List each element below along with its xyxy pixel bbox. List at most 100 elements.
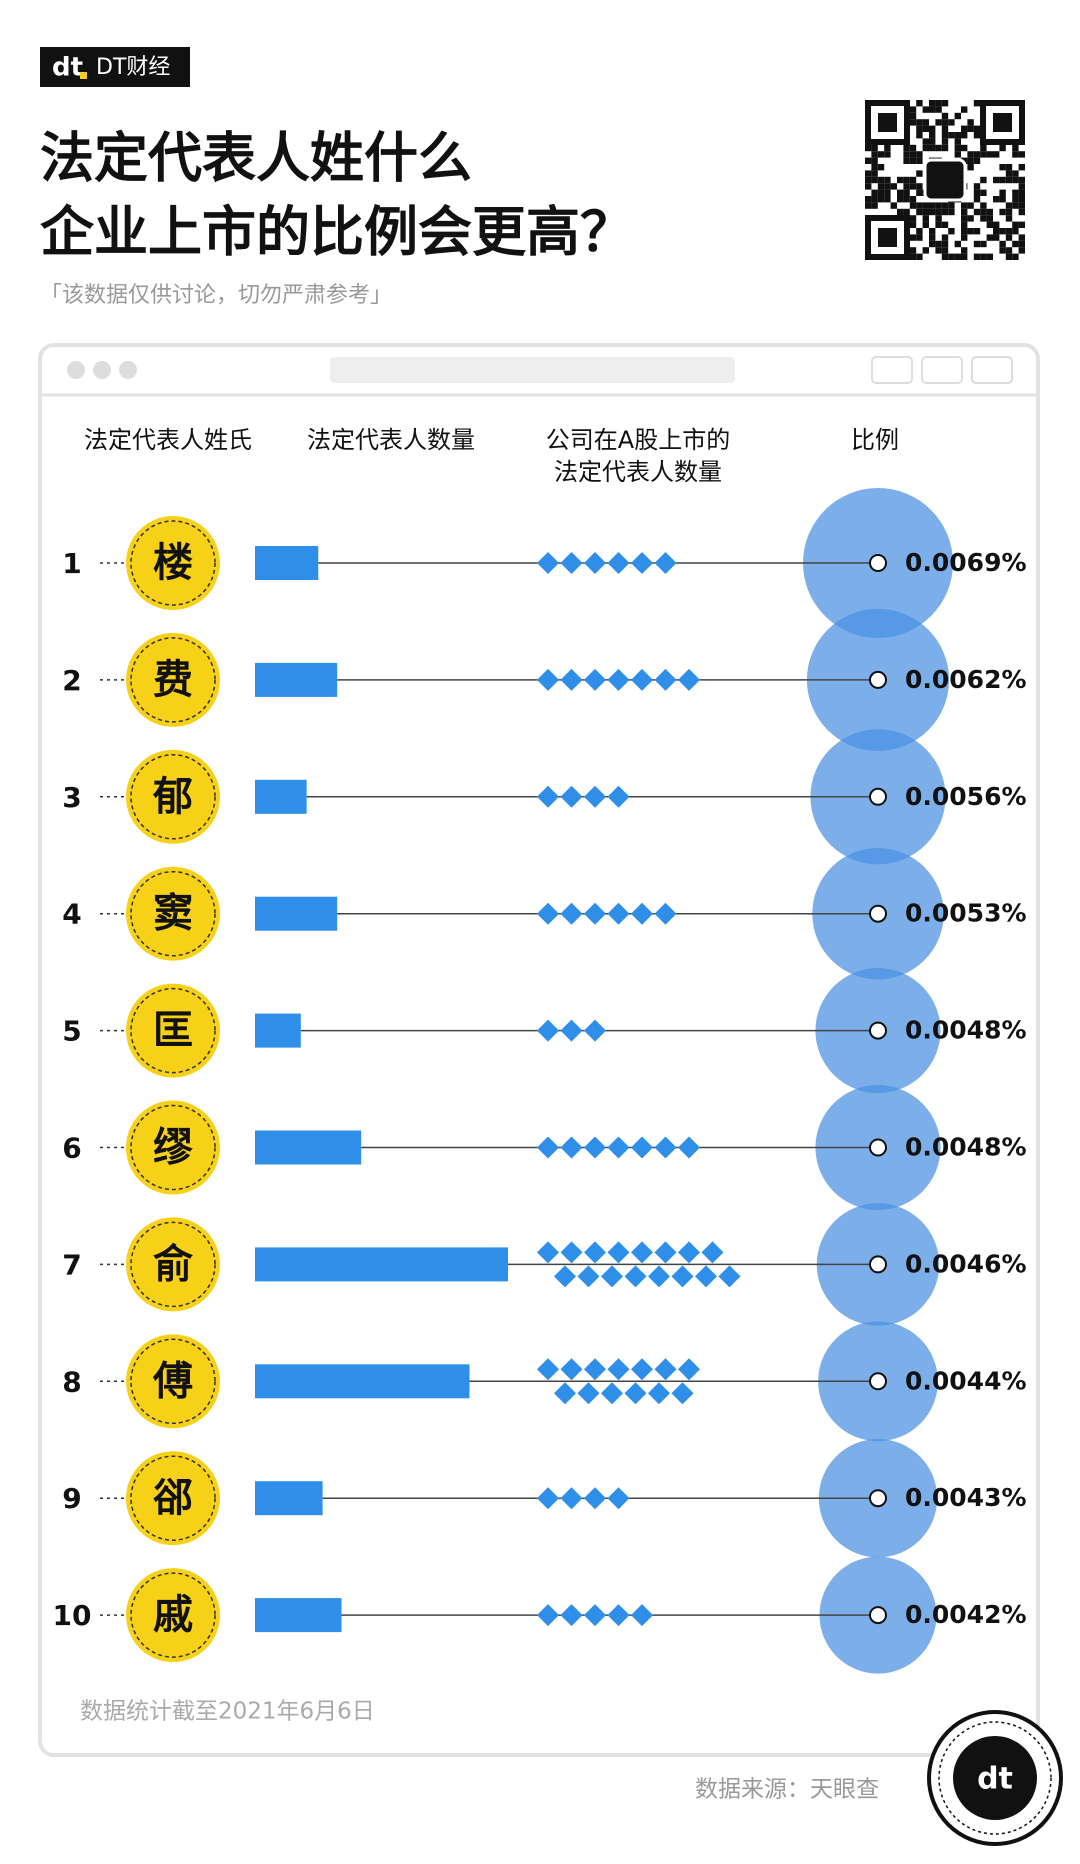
qr-cell	[884, 144, 891, 152]
qr-cell	[903, 208, 910, 216]
column-header: 法定代表人数量	[307, 426, 475, 454]
qr-cell	[999, 164, 1006, 171]
qr-cell	[967, 157, 974, 164]
diamond	[631, 902, 653, 925]
qr-cell	[909, 247, 917, 254]
qr-logo	[923, 158, 967, 202]
ratio-label: 0.0044%	[905, 1366, 1027, 1395]
qr-cell	[935, 144, 942, 152]
qr-cell	[999, 247, 1006, 254]
diamond-group	[537, 785, 630, 808]
qr-cell	[884, 176, 891, 184]
surname-badge	[126, 749, 220, 844]
diamond-group	[537, 902, 677, 925]
qr-cell	[961, 202, 968, 209]
qr-cell	[961, 106, 968, 113]
diamond	[537, 902, 559, 925]
qr-cell	[948, 253, 955, 260]
qr-cell	[961, 215, 968, 222]
qr-cell	[973, 183, 981, 190]
diamond	[584, 1241, 606, 1264]
diamond-group	[537, 1241, 741, 1288]
qr-cell	[941, 119, 949, 126]
surname-badge	[126, 866, 220, 961]
qr-cell	[935, 202, 942, 209]
qr-cell	[948, 202, 955, 209]
diamond	[584, 1487, 606, 1510]
qr-cell	[903, 183, 910, 190]
window-icon	[971, 356, 1013, 384]
qr-cell	[948, 228, 955, 235]
qr-cell	[929, 208, 936, 216]
diamond	[584, 552, 606, 574]
window-icon	[921, 356, 963, 384]
qr-cell	[961, 253, 968, 260]
diamond	[648, 1382, 670, 1405]
qr-cell	[877, 196, 885, 203]
qr-cell	[973, 208, 981, 216]
qr-cell	[1005, 215, 1013, 222]
qr-cell	[916, 119, 923, 126]
logo	[953, 1736, 1037, 1820]
qr-cell	[948, 132, 955, 139]
qr-cell	[903, 176, 910, 184]
diamond	[678, 1358, 700, 1381]
qr-cell	[884, 183, 891, 190]
bar	[255, 546, 319, 580]
qr-cell	[973, 240, 981, 248]
diamond	[560, 552, 583, 574]
qr-cell	[980, 240, 987, 248]
diamond	[601, 1382, 623, 1405]
diamond	[607, 552, 630, 574]
qr-cell	[973, 125, 981, 132]
rows: 1 楼 0.0069% 2 费 0.0062% 3 郁 0.0056% 4 窦 0.0053% 5 匡 0.…	[53, 516, 1027, 1663]
qr-cell	[916, 234, 923, 241]
qr-cell	[954, 138, 961, 145]
rank: 6	[62, 1132, 81, 1165]
qr-cell	[877, 164, 885, 171]
column-header: 公司在A股上市的法定代表人数量	[545, 426, 731, 486]
diamond	[701, 1241, 724, 1264]
qr-cell	[922, 144, 929, 152]
qr-cell	[980, 253, 987, 260]
diamond	[537, 668, 559, 691]
bar	[255, 662, 338, 697]
qr-cell	[973, 189, 981, 196]
ratio-dot	[869, 670, 887, 689]
qr-cell	[1005, 208, 1013, 216]
qr-cell	[871, 157, 878, 164]
qr-cell	[973, 100, 981, 107]
qr-cell	[967, 119, 974, 126]
qr-cell	[1012, 240, 1019, 248]
qr-cell	[916, 228, 923, 235]
diamond	[560, 668, 583, 691]
ratio-dot	[869, 1021, 887, 1040]
diamond	[624, 1382, 647, 1405]
diamond	[577, 1382, 600, 1405]
ratio-label: 0.0048%	[905, 1133, 1027, 1162]
qr-cell	[999, 196, 1006, 203]
window-icon	[871, 356, 913, 384]
diamond	[671, 1382, 694, 1405]
qr-cell	[1005, 164, 1013, 171]
diamond	[654, 1358, 677, 1381]
surname-badge	[126, 516, 220, 610]
diamond-group	[537, 552, 677, 574]
qr-cell	[980, 144, 987, 152]
ratio-dot	[869, 787, 887, 806]
qr-cell	[967, 215, 974, 222]
qr-cell	[961, 234, 968, 241]
qr-cell	[922, 221, 929, 228]
surname: 郤	[153, 1475, 193, 1521]
qr-cell	[922, 247, 929, 254]
ratio-label: 0.0053%	[905, 899, 1027, 928]
qr-cell	[973, 196, 981, 203]
qr-cell	[941, 144, 949, 152]
diamond	[631, 552, 653, 574]
qr-cell	[961, 247, 968, 254]
ratio-label: 0.0048%	[905, 1016, 1027, 1045]
window-button	[67, 361, 85, 379]
qr-cell	[916, 202, 923, 209]
qr-cell	[922, 208, 929, 216]
